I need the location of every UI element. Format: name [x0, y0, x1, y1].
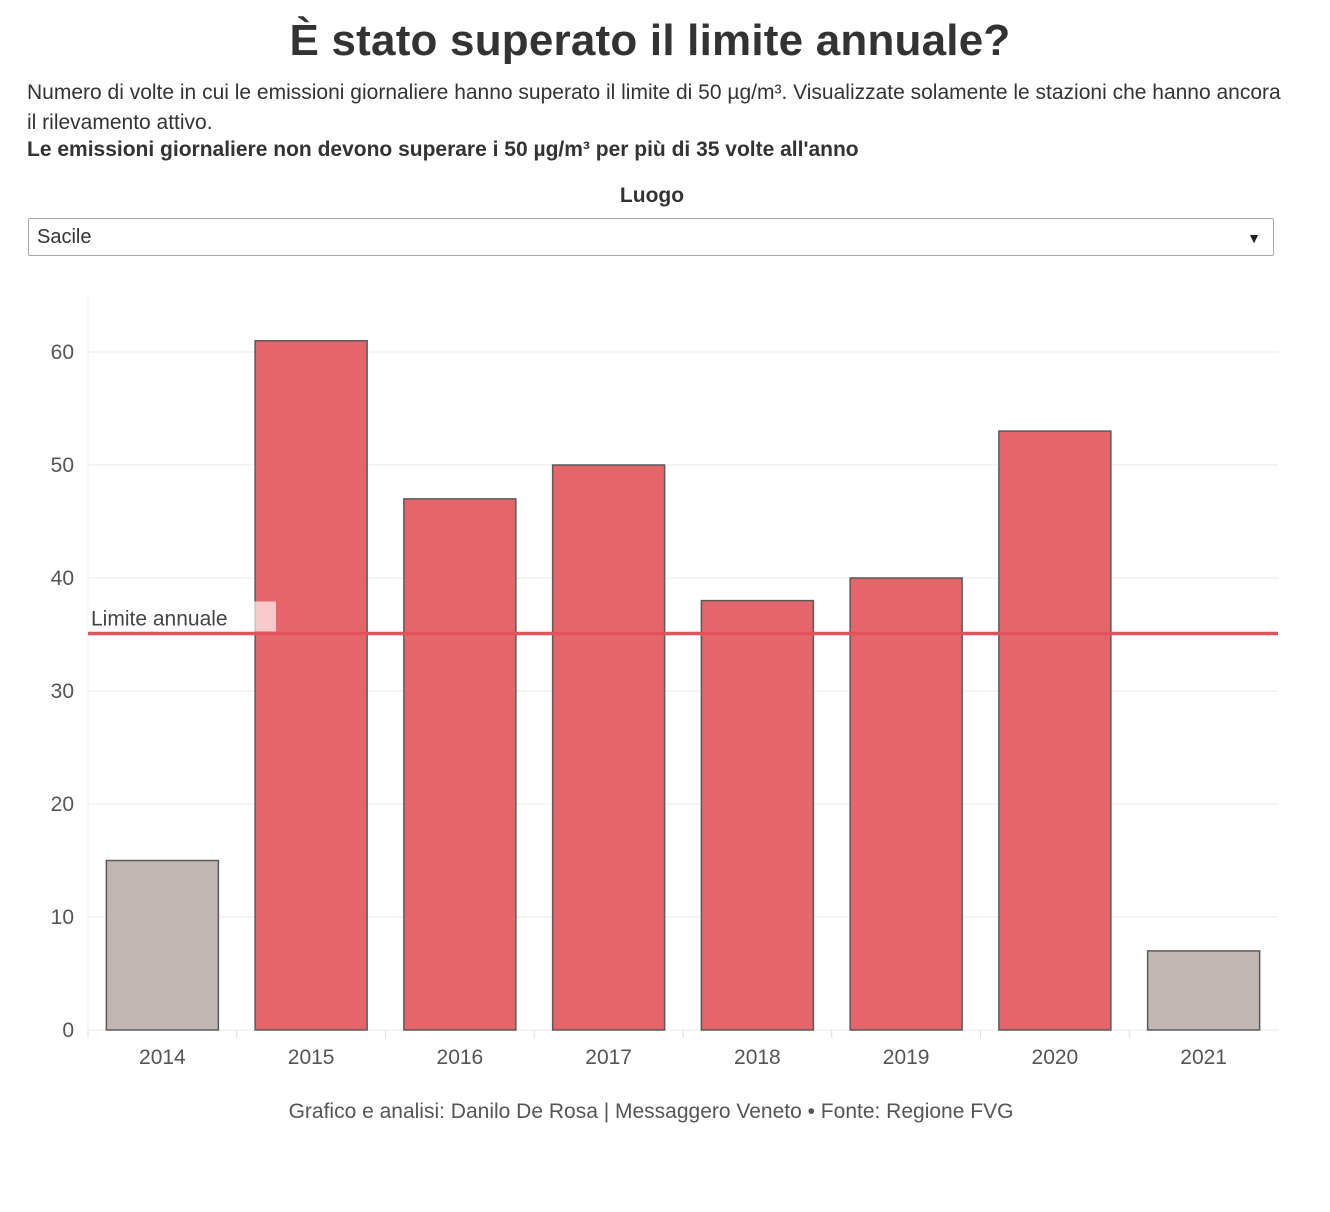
x-tick-label: 2017 — [585, 1046, 632, 1069]
y-tick-label: 20 — [51, 793, 74, 816]
y-tick-label: 10 — [51, 906, 74, 929]
location-select-value: Sacile — [37, 226, 92, 248]
location-filter-label: Luogo — [619, 184, 685, 207]
bar-2015[interactable] — [254, 339, 368, 1031]
x-tick-label: 2018 — [734, 1046, 781, 1069]
x-tick-label: 2015 — [288, 1046, 335, 1069]
chart-source: Grafico e analisi: Danilo De Rosa | Mess… — [288, 1100, 1014, 1123]
bar-2019[interactable] — [849, 577, 963, 1031]
bar-2020[interactable] — [998, 430, 1112, 1031]
chart-subtitle: Numero di volte in cui le emissioni gior… — [27, 81, 1281, 134]
y-tick-label: 30 — [51, 680, 74, 703]
x-tick-label: 2016 — [437, 1046, 484, 1069]
y-tick-label: 0 — [62, 1019, 74, 1042]
y-tick-label: 40 — [51, 567, 74, 590]
chart-note: Le emissioni giornaliere non devono supe… — [27, 138, 859, 161]
chart-title: È stato superato il limite annuale? — [289, 16, 1011, 65]
bar-chart: 0 10 20 30 40 50 60 2014 2015 2016 2017 2018 2019 202… — [51, 295, 1278, 1069]
x-tick-label: 2019 — [883, 1046, 930, 1069]
bar-2014[interactable] — [105, 859, 220, 1031]
location-select[interactable]: Sacile ▼ — [28, 218, 1274, 256]
x-tick-label: 2021 — [1180, 1046, 1227, 1069]
y-tick-label: 50 — [51, 454, 74, 477]
y-tick-label: 60 — [51, 341, 74, 364]
limit-label-background — [88, 601, 276, 632]
bar-2021[interactable] — [1146, 950, 1261, 1031]
limit-label: Limite annuale — [91, 608, 228, 631]
x-tick-label: 2020 — [1032, 1046, 1079, 1069]
chevron-down-icon: ▼ — [1247, 230, 1261, 246]
x-tick-label: 2014 — [139, 1046, 186, 1069]
bar-2017[interactable] — [551, 464, 666, 1031]
bar-2016[interactable] — [403, 498, 517, 1031]
bar-2018[interactable] — [700, 599, 815, 1031]
